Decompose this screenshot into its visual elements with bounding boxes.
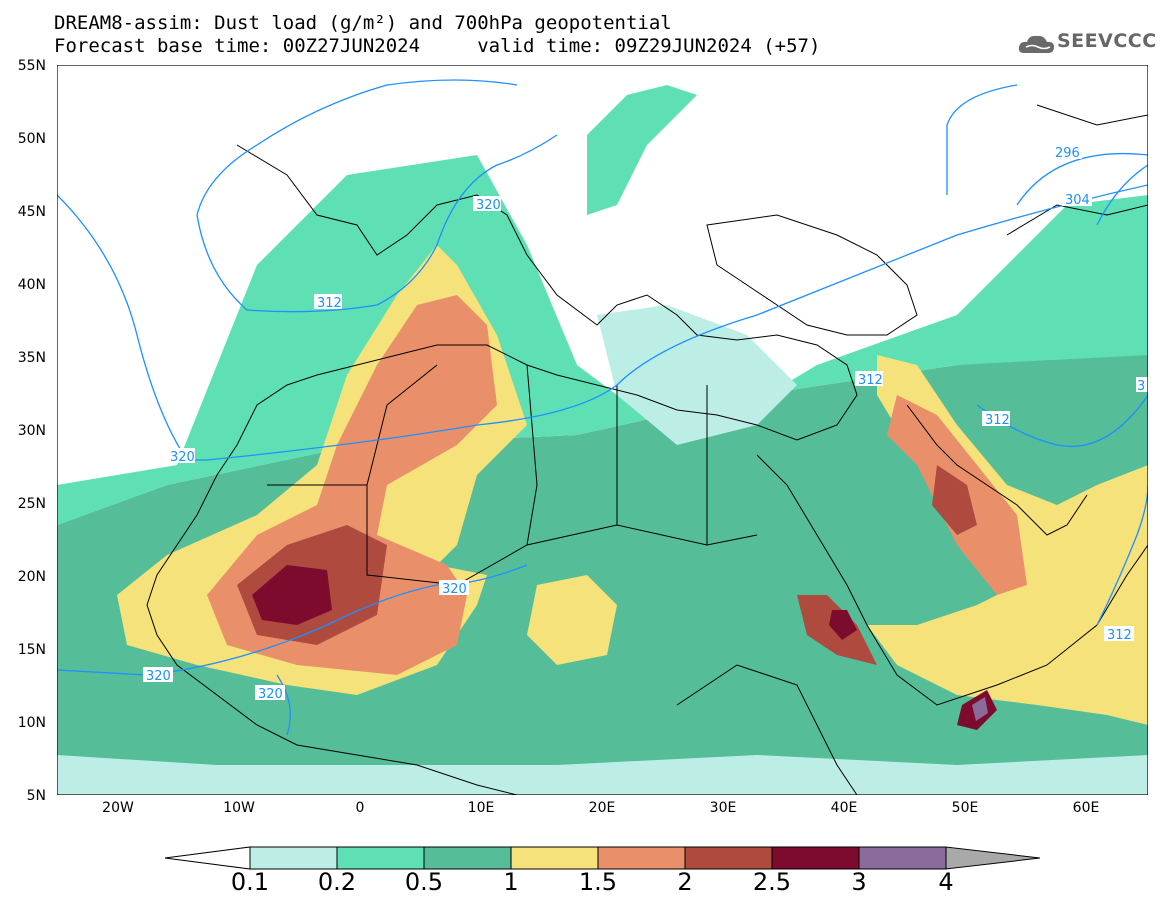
contour-label: 312 (985, 413, 1010, 428)
lon-label: 20W (102, 800, 134, 816)
lat-label: 20N (17, 569, 46, 585)
colorbar-label: 1.5 (578, 868, 618, 896)
lat-label: 10N (17, 715, 46, 731)
lat-label: 35N (17, 350, 46, 366)
lon-label: 20E (588, 800, 616, 816)
dust-region-brown-gulf (932, 465, 977, 535)
lon-label: 50E (951, 800, 979, 816)
lat-label: 15N (17, 642, 46, 658)
lat-label: 30N (17, 423, 46, 439)
colorbar-bin (249, 846, 338, 870)
lat-label: 45N (17, 204, 46, 220)
contour-label: 312 (858, 373, 883, 388)
contour-label: 320 (442, 582, 467, 597)
dust-region-bottom (57, 755, 1148, 795)
lat-label: 50N (17, 131, 46, 147)
contour-label: 320 (146, 669, 171, 684)
contour-label: 320 (258, 687, 283, 702)
colorbar-label: 0.5 (404, 868, 444, 896)
lat-label: 5N (26, 788, 46, 804)
colorbar-label: 3 (851, 868, 867, 896)
dust-region-faint (597, 305, 797, 445)
dust-region-yellow-chad (527, 575, 617, 665)
colorbar-bin (597, 846, 686, 870)
cloud-logo-icon (1018, 35, 1054, 53)
colorbar-label: 2.5 (752, 868, 792, 896)
map-title: DREAM8-assim: Dust load (g/m²) and 700hP… (54, 12, 672, 34)
lon-label: 40E (830, 800, 858, 816)
contour-label: 320 (170, 450, 195, 465)
lon-label: 30E (709, 800, 737, 816)
lat-label: 25N (17, 496, 46, 512)
lon-label: 10E (467, 800, 495, 816)
colorbar-arrow-low (164, 846, 251, 870)
colorbar (164, 846, 1041, 870)
colorbar-bin (858, 846, 947, 870)
coastlines (146, 104, 1148, 795)
dust-region-darkred-redsea (829, 610, 857, 640)
dust-map: 312 320 320 320 320 320 312 312 296 304 … (57, 65, 1148, 795)
contour-label: 320 (476, 198, 501, 213)
colorbar-label: 4 (938, 868, 954, 896)
contour-labels: 312 320 320 320 320 320 312 312 296 304 … (143, 144, 1148, 702)
colorbar-label: 0.2 (317, 868, 357, 896)
contour-label: 3 (1137, 379, 1145, 394)
colorbar-bin (423, 846, 512, 870)
colorbar-bin (336, 846, 425, 870)
colorbar-arrow-high (945, 846, 1041, 870)
lat-label: 55N (17, 58, 46, 74)
lat-label: 40N (17, 277, 46, 293)
colorbar-label: 2 (677, 868, 693, 896)
lon-label: 0 (355, 800, 365, 816)
contour-label: 312 (317, 296, 342, 311)
contour-label: 296 (1055, 146, 1080, 161)
colorbar-bin (684, 846, 773, 870)
colorbar-bin (510, 846, 599, 870)
dust-region-light (57, 65, 697, 235)
dust-region-faint-north (587, 85, 697, 215)
forecast-time-subtitle: Forecast base time: 00Z27JUN2024 valid t… (54, 35, 821, 57)
colorbar-label: 1 (503, 868, 519, 896)
logo-text: SEEVCCC (1057, 30, 1157, 52)
dust-region-purple (972, 697, 988, 721)
lon-label: 10W (223, 800, 255, 816)
colorbar-label: 0.1 (230, 868, 270, 896)
colorbar-bin (771, 846, 860, 870)
contour-label: 312 (1107, 628, 1132, 643)
dust-region-darkred (252, 565, 332, 625)
contour-label: 304 (1065, 193, 1090, 208)
lon-label: 60E (1072, 800, 1100, 816)
